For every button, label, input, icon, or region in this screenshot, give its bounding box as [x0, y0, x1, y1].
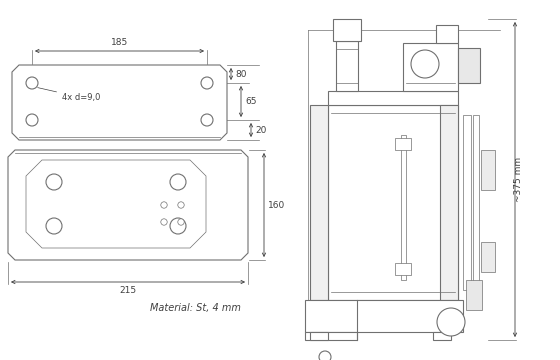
Text: 65: 65 [245, 97, 256, 106]
Text: Material: St, 4 mm: Material: St, 4 mm [150, 303, 240, 313]
Text: 160: 160 [268, 201, 285, 210]
Bar [395, 263, 411, 275]
Text: 215: 215 [119, 286, 137, 295]
Bar [481, 242, 495, 272]
Polygon shape [12, 65, 227, 140]
Bar [433, 332, 451, 340]
Bar [328, 91, 458, 105]
Bar [336, 41, 358, 91]
Circle shape [178, 219, 184, 225]
Circle shape [170, 174, 186, 190]
Bar [328, 105, 458, 300]
Bar [305, 300, 463, 332]
Text: 80: 80 [235, 69, 246, 78]
Bar [310, 105, 328, 300]
Circle shape [319, 351, 331, 360]
Circle shape [46, 218, 62, 234]
Bar [463, 115, 471, 290]
Polygon shape [8, 150, 248, 260]
Circle shape [161, 202, 167, 208]
Bar [466, 280, 482, 310]
Circle shape [161, 219, 167, 225]
Circle shape [201, 114, 213, 126]
Bar [333, 19, 361, 41]
Circle shape [411, 50, 439, 78]
Bar [473, 115, 479, 290]
Bar [440, 105, 458, 300]
Circle shape [26, 114, 38, 126]
Circle shape [170, 218, 186, 234]
Circle shape [178, 202, 184, 208]
Text: 20: 20 [255, 126, 267, 135]
Circle shape [26, 77, 38, 89]
Bar [401, 135, 406, 280]
Circle shape [201, 77, 213, 89]
Circle shape [437, 308, 465, 336]
Text: 185: 185 [111, 38, 128, 47]
Text: ~375 mm: ~375 mm [515, 157, 524, 202]
Polygon shape [26, 160, 206, 248]
Text: 4x d=9,0: 4x d=9,0 [38, 87, 100, 102]
Bar [436, 25, 458, 43]
Bar [395, 138, 411, 150]
Bar [458, 48, 480, 83]
Bar [403, 43, 458, 91]
Bar [481, 150, 495, 190]
Circle shape [46, 174, 62, 190]
Bar [305, 332, 357, 340]
Bar [310, 332, 328, 340]
